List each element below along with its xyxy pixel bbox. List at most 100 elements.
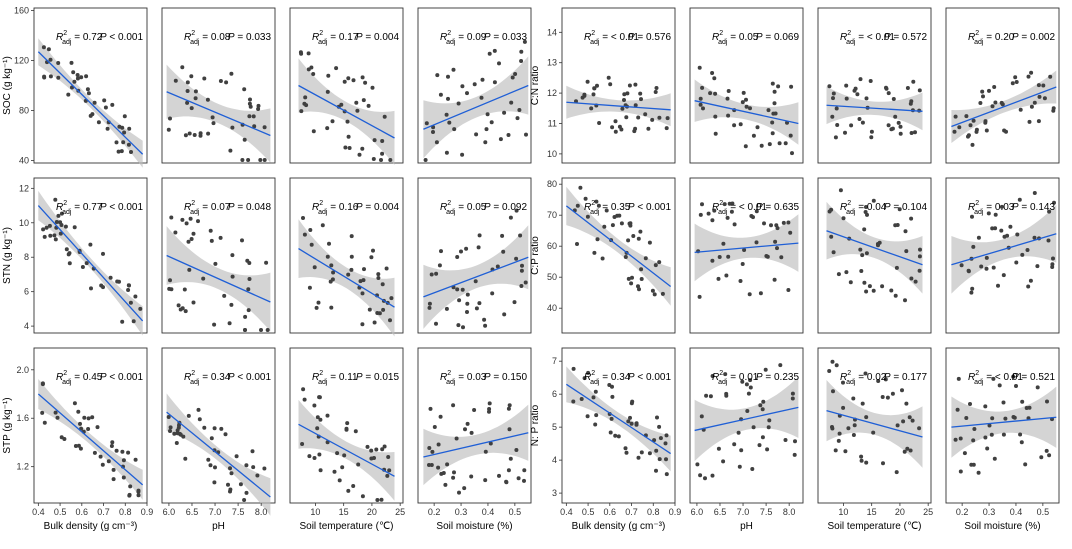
data-point	[1035, 385, 1040, 390]
data-point	[523, 280, 528, 285]
data-point	[121, 140, 126, 145]
data-point	[76, 443, 81, 448]
data-point	[258, 158, 263, 162]
data-point	[1052, 200, 1056, 205]
p-value-annotation: P < 0.001	[628, 372, 672, 383]
data-point	[1047, 209, 1052, 214]
data-point	[187, 267, 192, 272]
data-point	[836, 438, 841, 443]
data-point	[582, 376, 587, 381]
data-point	[340, 465, 345, 470]
x-tick-label: 0.2	[428, 507, 441, 517]
r2-annotation: R2 adj = 0.01	[712, 370, 759, 386]
data-point	[198, 131, 203, 136]
data-point	[180, 217, 185, 222]
data-point	[893, 114, 898, 119]
data-point	[593, 389, 598, 394]
data-point	[59, 435, 64, 440]
data-point	[227, 321, 232, 326]
data-point	[461, 325, 465, 330]
data-point	[754, 240, 759, 245]
data-point	[498, 137, 503, 142]
data-point	[740, 100, 745, 105]
scatter-panel: R2 adj = < 0.01P = 0.521 0.2 0.3 0.4 0.5 Soil …	[945, 347, 1060, 532]
data-point	[133, 457, 138, 462]
y-tick-label: 12	[547, 88, 557, 98]
data-point	[831, 96, 835, 101]
data-point	[859, 458, 864, 463]
data-point	[361, 98, 366, 103]
data-point	[1011, 374, 1016, 379]
data-point	[737, 464, 742, 469]
x-tick-label: 0.7	[625, 507, 638, 517]
data-point	[201, 276, 206, 281]
data-point	[351, 78, 356, 83]
data-point	[76, 409, 81, 414]
x-tick-label: 10	[310, 507, 320, 517]
data-point	[664, 472, 669, 477]
data-point	[990, 104, 995, 109]
data-point	[619, 221, 624, 226]
data-point	[445, 462, 450, 467]
data-point	[610, 125, 615, 130]
data-point	[636, 284, 640, 289]
data-point	[834, 363, 839, 368]
data-point	[229, 71, 234, 76]
data-point	[637, 287, 641, 292]
data-point	[110, 102, 115, 107]
data-point	[189, 74, 194, 79]
data-point	[829, 234, 834, 239]
data-point	[913, 279, 918, 284]
data-point	[465, 421, 470, 426]
data-point	[844, 83, 849, 88]
data-point	[793, 439, 797, 444]
data-point	[332, 469, 337, 474]
data-point	[169, 215, 174, 220]
data-point	[991, 265, 996, 270]
data-point	[742, 248, 747, 252]
data-point	[955, 407, 960, 412]
data-point	[514, 448, 519, 452]
data-point	[168, 116, 172, 121]
data-point	[831, 91, 836, 96]
data-point	[252, 124, 257, 129]
p-value-annotation: P = 0.004	[356, 202, 400, 213]
data-point	[727, 201, 732, 206]
data-point	[698, 212, 703, 217]
data-point	[218, 79, 223, 83]
data-point	[136, 493, 141, 498]
data-point	[858, 247, 863, 252]
data-point	[264, 260, 269, 265]
data-point	[723, 372, 728, 377]
data-point	[751, 425, 756, 430]
data-point	[985, 446, 990, 451]
data-point	[360, 494, 365, 499]
regression-line	[298, 423, 395, 477]
x-tick-label: 6.5	[714, 507, 727, 517]
data-point	[776, 84, 781, 89]
data-point	[443, 482, 448, 487]
data-point	[59, 211, 64, 216]
x-tick-label: 6.0	[691, 507, 704, 517]
data-point	[859, 269, 864, 273]
regression-line	[951, 416, 1057, 428]
data-point	[757, 443, 762, 448]
data-point	[522, 468, 527, 473]
data-point	[993, 226, 998, 231]
data-point	[487, 51, 492, 56]
data-point	[710, 258, 715, 263]
data-point	[262, 125, 267, 130]
data-point	[909, 276, 914, 281]
data-point	[639, 97, 643, 102]
y-tick-label: 70	[547, 210, 557, 220]
data-point	[302, 101, 307, 106]
data-point	[848, 280, 853, 285]
data-point	[1019, 440, 1024, 445]
data-point	[120, 125, 125, 130]
data-point	[513, 72, 518, 76]
data-point	[701, 106, 705, 111]
x-tick-label: 25	[395, 507, 405, 517]
data-point	[67, 251, 72, 256]
data-point	[312, 403, 317, 408]
data-point	[524, 132, 528, 137]
